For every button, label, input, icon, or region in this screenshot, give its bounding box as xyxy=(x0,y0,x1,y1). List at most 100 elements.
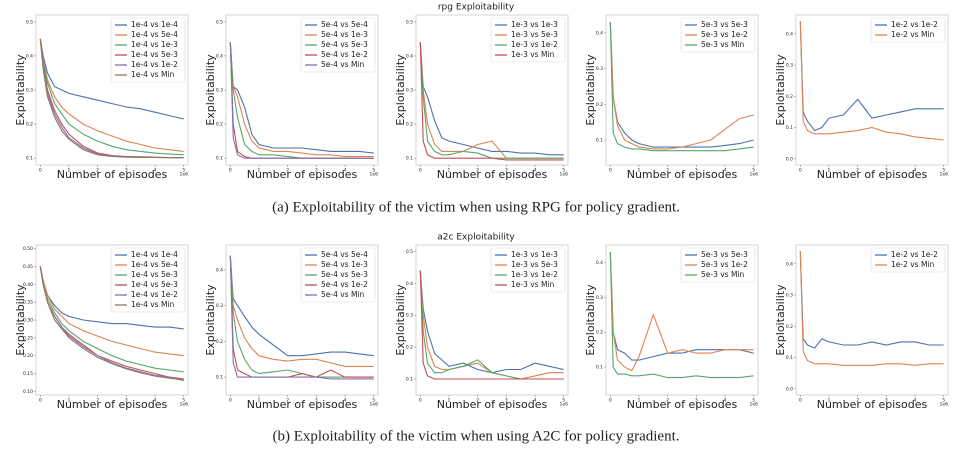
x-tick-label: 4 xyxy=(154,398,157,404)
legend-label: 1e-4 vs 1e-2 xyxy=(131,290,178,299)
y-tick-label: 0.3 xyxy=(406,313,413,319)
legend-label: 1e-3 vs 1e-2 xyxy=(511,40,558,49)
plot-frame xyxy=(605,14,759,166)
x-tick-label: 3 xyxy=(505,398,508,404)
y-tick-label: 0.5 xyxy=(216,19,223,25)
series-line xyxy=(799,21,944,132)
y-tick-label: 0.4 xyxy=(596,260,603,266)
legend-label: 1e-4 vs 1e-4 xyxy=(131,250,178,259)
x-tick-label: 1 xyxy=(68,168,71,174)
y-axis-label: Exploitability xyxy=(394,284,407,356)
series-line xyxy=(609,22,754,148)
x-tick-label: 0 xyxy=(609,168,612,174)
series-line xyxy=(229,42,374,158)
y-tick-label: 0.3 xyxy=(596,66,603,72)
x-tick-label: 0 xyxy=(609,398,612,404)
legend-label: 5e-4 vs 1e-3 xyxy=(321,30,368,39)
x-tick-label: 4 xyxy=(914,168,917,174)
x-tick-label: 1 xyxy=(638,398,641,404)
series-line xyxy=(39,38,184,156)
y-tick-label: 0.4 xyxy=(216,53,223,59)
y-axis-label: Exploitability xyxy=(584,284,597,356)
y-axis-label: Exploitability xyxy=(584,54,597,126)
x-tick-label: 1 xyxy=(828,398,831,404)
legend-label: 1e-4 vs 1e-2 xyxy=(131,60,178,69)
x-tick-label: 3 xyxy=(315,398,318,404)
series-line xyxy=(39,38,184,120)
x-axis-label: Number of episodes xyxy=(247,398,358,411)
x-tick-label: 3 xyxy=(315,168,318,174)
y-tick-label: 0.15 xyxy=(23,371,33,377)
y-tick-label: 0.4 xyxy=(596,30,603,36)
legend-label: 5e-4 vs Min xyxy=(321,60,365,69)
series-line xyxy=(39,266,184,357)
y-axis-label: Exploitability xyxy=(774,54,787,126)
y-tick-label: 0.30 xyxy=(23,318,33,324)
y-tick-label: 0.3 xyxy=(216,88,223,94)
x-axis-label: Number of episodes xyxy=(627,398,738,411)
y-tick-label: 0.0 xyxy=(786,386,793,392)
y-tick-label: 0.1 xyxy=(406,377,413,383)
x-tick-label: 4 xyxy=(724,168,727,174)
y-tick-label: 0.2 xyxy=(406,345,413,351)
legend-label: 5e-4 vs 1e-2 xyxy=(321,280,368,289)
legend-label: 5e-3 vs 1e-2 xyxy=(701,30,748,39)
y-tick-label: 0.5 xyxy=(406,19,413,25)
series-line xyxy=(419,42,564,161)
series-line xyxy=(609,251,754,361)
x-offset-label: 1e6 xyxy=(750,172,759,178)
x-axis-label: Number of episodes xyxy=(817,398,928,411)
x-tick-label: 0 xyxy=(39,398,42,404)
x-tick-label: 0 xyxy=(419,168,422,174)
legend-label: 1e-4 vs Min xyxy=(131,300,175,309)
x-tick-label: 3 xyxy=(505,168,508,174)
series-line xyxy=(419,270,564,380)
y-tick-label: 0.2 xyxy=(216,339,223,345)
series-line xyxy=(419,270,564,380)
x-offset-label: 1e6 xyxy=(180,402,189,408)
legend-label: 5e-3 vs Min xyxy=(701,40,745,49)
y-tick-label: 0.2 xyxy=(216,122,223,128)
legend-label: 5e-4 vs Min xyxy=(321,290,365,299)
y-tick-label: 0.4 xyxy=(406,53,413,59)
x-offset-label: 1e6 xyxy=(940,402,949,408)
y-tick-label: 0.40 xyxy=(23,282,33,288)
legend-label: 1e-2 vs 1e-2 xyxy=(891,20,938,29)
x-tick-label: 5 xyxy=(182,168,185,174)
x-tick-label: 0 xyxy=(39,168,42,174)
x-tick-label: 1 xyxy=(448,398,451,404)
series-line xyxy=(609,251,754,379)
legend-label: 1e-4 vs 5e-3 xyxy=(131,270,178,279)
y-tick-label: 0.4 xyxy=(26,53,33,59)
legend-label: 1e-4 vs 1e-3 xyxy=(131,40,178,49)
plot-frame xyxy=(225,244,379,396)
x-axis-label: Number of episodes xyxy=(627,168,738,181)
y-tick-label: 0.10 xyxy=(23,389,33,395)
x-tick-label: 1 xyxy=(258,168,261,174)
series-line xyxy=(419,42,564,156)
y-tick-label: 0.1 xyxy=(596,138,603,144)
x-axis-label: Number of episodes xyxy=(437,168,548,181)
y-tick-label: 0.0 xyxy=(786,156,793,162)
x-tick-label: 1 xyxy=(68,398,71,404)
legend-label: 5e-4 vs 1e-2 xyxy=(321,50,368,59)
x-tick-label: 0 xyxy=(799,168,802,174)
x-tick-label: 5 xyxy=(942,168,945,174)
legend-label: 1e-4 vs 5e-4 xyxy=(131,30,178,39)
x-tick-label: 2 xyxy=(856,168,859,174)
x-tick-label: 3 xyxy=(885,398,888,404)
legend-label: 1e-2 vs Min xyxy=(891,260,935,269)
series-line xyxy=(39,38,184,152)
x-tick-label: 1 xyxy=(258,398,261,404)
series-line xyxy=(229,42,374,154)
y-tick-label: 0.20 xyxy=(23,353,33,359)
x-tick-label: 2 xyxy=(666,168,669,174)
legend-box xyxy=(870,247,946,273)
legend-label: 1e-2 vs Min xyxy=(891,30,935,39)
series-line xyxy=(39,266,184,373)
x-tick-label: 5 xyxy=(942,398,945,404)
x-tick-label: 1 xyxy=(828,168,831,174)
legend-label: 1e-3 vs 1e-3 xyxy=(511,20,558,29)
y-tick-label: 0.3 xyxy=(786,293,793,299)
legend-box xyxy=(490,17,566,63)
